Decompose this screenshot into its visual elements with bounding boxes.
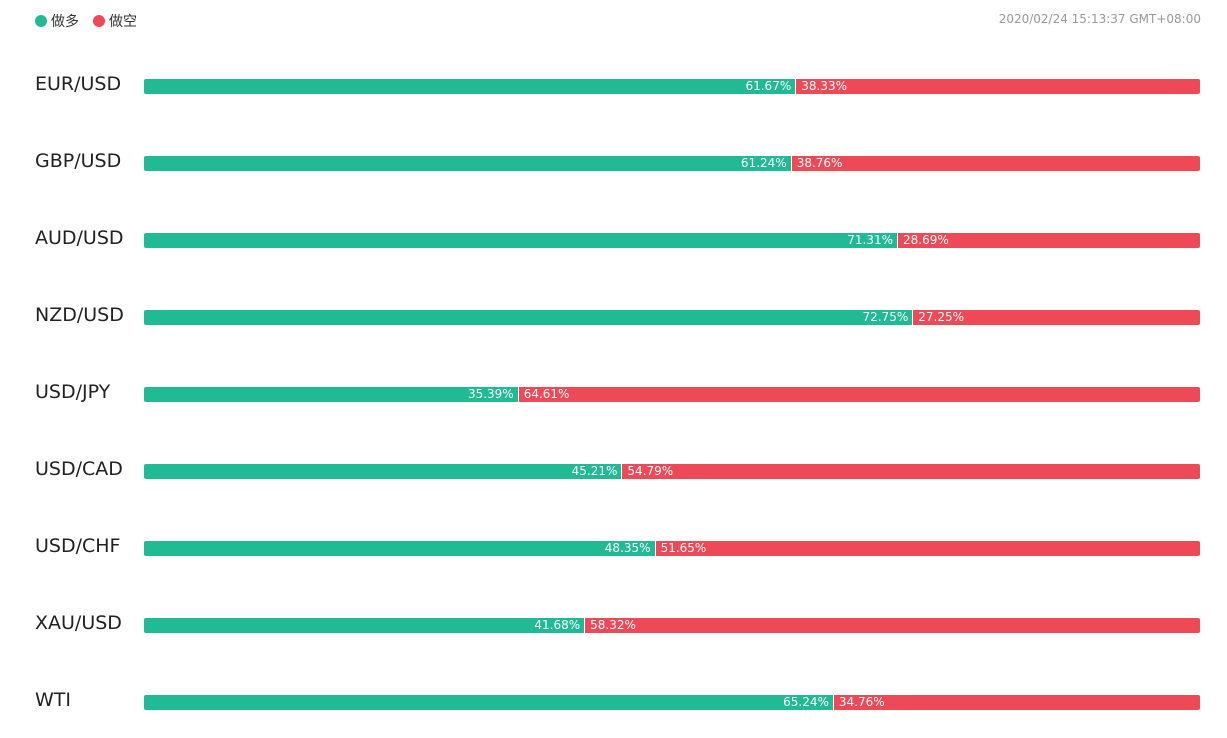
stacked-bar: 71.31% 28.69% [144, 233, 1200, 248]
bar-segment-long[interactable]: 45.21% [144, 464, 622, 479]
stacked-bar: 48.35% 51.65% [144, 541, 1200, 556]
bar-segment-long[interactable]: 48.35% [144, 541, 655, 556]
category-label: USD/CHF [35, 535, 121, 557]
category-label: AUD/USD [35, 227, 124, 249]
category-label: USD/JPY [35, 381, 111, 403]
bar-segment-short[interactable]: 58.32% [584, 618, 1200, 633]
bar-segment-short[interactable]: 54.79% [621, 464, 1200, 479]
stacked-bar: 61.24% 38.76% [144, 156, 1200, 171]
legend-label-long: 做多 [51, 14, 79, 30]
category-label: NZD/USD [35, 304, 124, 326]
category-label: USD/CAD [35, 458, 123, 480]
bar-row: GBP/USD 61.24% 38.76% [0, 147, 1227, 177]
bar-row: NZD/USD 72.75% 27.25% [0, 301, 1227, 331]
bar-segment-long[interactable]: 35.39% [144, 387, 518, 402]
bar-segment-long[interactable]: 71.31% [144, 233, 898, 248]
legend-dot-long-icon [35, 15, 47, 27]
bar-row: AUD/USD 71.31% 28.69% [0, 224, 1227, 254]
stacked-bar: 72.75% 27.25% [144, 310, 1200, 325]
bar-segment-long[interactable]: 61.24% [144, 156, 791, 171]
bar-segment-short[interactable]: 64.61% [517, 387, 1200, 402]
bar-row: USD/CAD 45.21% 54.79% [0, 455, 1227, 485]
bar-segment-long[interactable]: 41.68% [144, 618, 585, 633]
legend-item-short[interactable]: 做空 [93, 11, 137, 31]
legend-label-short: 做空 [109, 14, 137, 30]
stacked-bar: 41.68% 58.32% [144, 618, 1200, 633]
bar-row: EUR/USD 61.67% 38.33% [0, 70, 1227, 100]
bar-segment-long[interactable]: 65.24% [144, 695, 833, 710]
bar-row: USD/CHF 48.35% 51.65% [0, 532, 1227, 562]
stacked-bar: 65.24% 34.76% [144, 695, 1200, 710]
stacked-bar: 35.39% 64.61% [144, 387, 1200, 402]
bar-segment-short[interactable]: 34.76% [832, 695, 1200, 710]
bar-segment-long[interactable]: 61.67% [144, 79, 796, 94]
bar-segment-short[interactable]: 28.69% [897, 233, 1200, 248]
legend-dot-short-icon [93, 15, 105, 27]
bar-segment-short[interactable]: 51.65% [654, 541, 1200, 556]
bar-row: USD/JPY 35.39% 64.61% [0, 378, 1227, 408]
bar-row: XAU/USD 41.68% 58.32% [0, 609, 1227, 639]
category-label: GBP/USD [35, 150, 122, 172]
bar-segment-short[interactable]: 38.76% [790, 156, 1200, 171]
category-label: XAU/USD [35, 612, 122, 634]
chart-legend: 做多 做空 [35, 11, 151, 31]
bar-segment-short[interactable]: 38.33% [795, 79, 1200, 94]
category-label: WTI [35, 689, 71, 711]
stacked-bar: 45.21% 54.79% [144, 464, 1200, 479]
legend-item-long[interactable]: 做多 [35, 11, 79, 31]
bar-segment-short[interactable]: 27.25% [912, 310, 1200, 325]
category-label: EUR/USD [35, 73, 122, 95]
timestamp: 2020/02/24 15:13:37 GMT+08:00 [998, 12, 1201, 26]
stacked-bar: 61.67% 38.33% [144, 79, 1200, 94]
bar-segment-long[interactable]: 72.75% [144, 310, 913, 325]
bar-row: WTI 65.24% 34.76% [0, 686, 1227, 716]
